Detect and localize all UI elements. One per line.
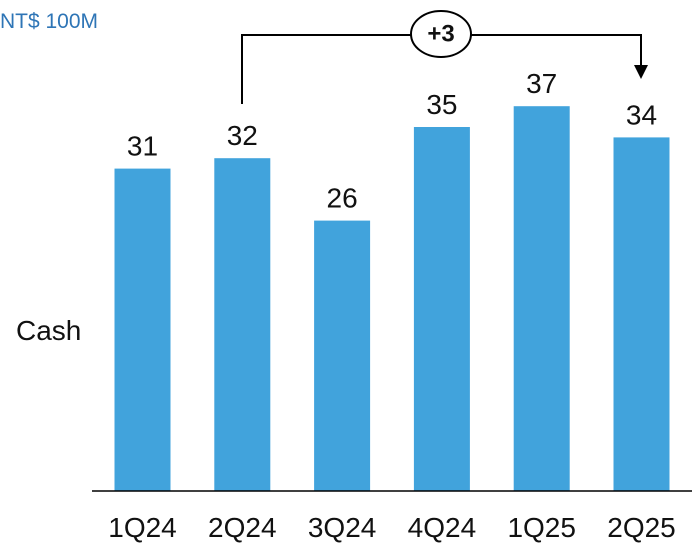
change-annotation: +3 xyxy=(241,10,648,104)
bars-group xyxy=(114,106,670,491)
bar-2q25 xyxy=(613,137,670,491)
value-label-1q25: 37 xyxy=(526,68,557,99)
value-label-3q24: 26 xyxy=(327,183,358,214)
annotation-text: +3 xyxy=(427,20,454,47)
tick-label-4q24: 4Q24 xyxy=(408,512,477,543)
tick-label-1q24: 1Q24 xyxy=(108,512,177,543)
tick-label-1q25: 1Q25 xyxy=(507,512,576,543)
tick-label-3q24: 3Q24 xyxy=(308,512,377,543)
value-label-2q25: 34 xyxy=(626,99,657,130)
tick-labels-group: 1Q24 2Q24 3Q24 4Q24 1Q25 2Q25 xyxy=(108,512,676,543)
value-labels-group: 31 32 26 35 37 34 xyxy=(127,68,657,213)
tick-label-2q24: 2Q24 xyxy=(208,512,277,543)
annotation-arrowhead xyxy=(634,65,648,79)
annotation-badge xyxy=(410,10,472,58)
value-label-4q24: 35 xyxy=(426,89,457,120)
bar-2q24 xyxy=(214,158,271,491)
bar-1q24 xyxy=(114,168,171,491)
bar-4q24 xyxy=(413,127,470,491)
unit-label: NT$ 100M xyxy=(0,10,98,33)
value-label-2q24: 32 xyxy=(227,120,258,151)
tick-label-2q25: 2Q25 xyxy=(607,512,676,543)
bar-1q25 xyxy=(513,106,570,491)
y-axis-label: Cash xyxy=(16,315,81,346)
value-label-1q24: 31 xyxy=(127,131,158,162)
bar-3q24 xyxy=(314,220,371,491)
